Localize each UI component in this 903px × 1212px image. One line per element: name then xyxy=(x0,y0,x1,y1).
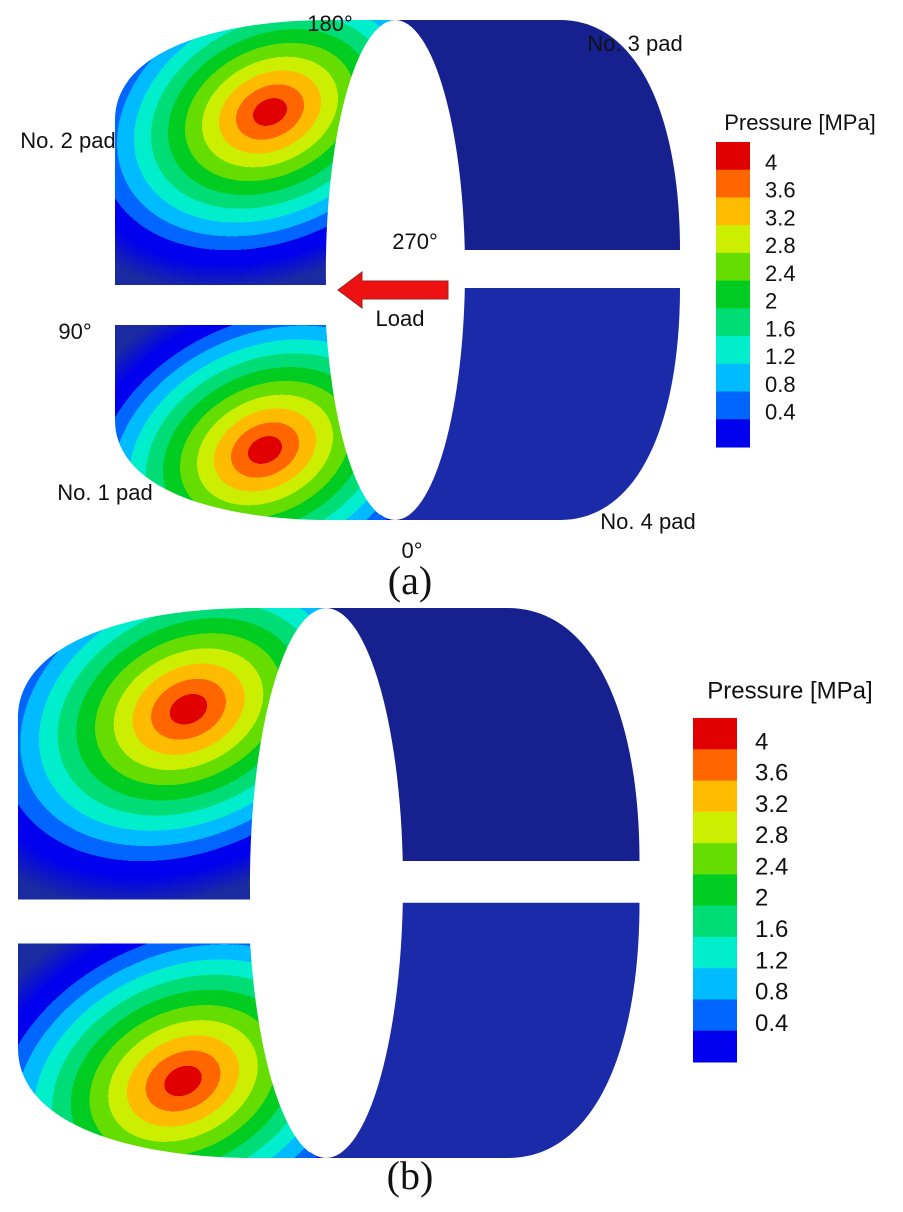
pad-2 xyxy=(115,20,395,285)
legend-swatch xyxy=(693,936,737,969)
legend-label: 1.2 xyxy=(765,344,796,369)
legend-swatch xyxy=(716,419,750,448)
pad-label: No. 2 pad xyxy=(20,128,115,153)
bore xyxy=(325,20,465,520)
legend-swatch xyxy=(693,874,737,907)
angle-label: 270° xyxy=(392,229,438,254)
pad-1 xyxy=(115,325,395,521)
legend-label: 2 xyxy=(765,289,777,314)
legend-swatch xyxy=(716,308,750,337)
legend-swatch xyxy=(716,363,750,393)
pad-label: No. 3 pad xyxy=(587,31,682,56)
legend-swatch xyxy=(693,780,737,813)
legend-label: 3.6 xyxy=(765,178,796,203)
legend-label: 0.4 xyxy=(765,400,796,425)
legend-swatch xyxy=(716,225,750,254)
legend-swatch xyxy=(716,169,750,198)
legend-label: 3.2 xyxy=(765,205,796,230)
legend-label: 0.4 xyxy=(755,1010,788,1037)
load-label: Load xyxy=(376,306,425,331)
legend-title: Pressure [MPa] xyxy=(724,110,876,135)
legend-swatch xyxy=(716,142,750,171)
bearing-pads-b xyxy=(18,608,640,1159)
legend-title: Pressure [MPa] xyxy=(707,677,872,704)
legend-label: 1.6 xyxy=(755,916,788,943)
bearing-pads xyxy=(115,20,680,521)
legend-swatch xyxy=(693,718,737,750)
legend-label: 2.4 xyxy=(765,261,796,286)
legend-label: 2 xyxy=(755,885,768,912)
legend-swatch xyxy=(693,968,737,1000)
pad-label: No. 1 pad xyxy=(57,480,152,505)
caption: (b) xyxy=(387,1153,434,1198)
legend-label: 2.8 xyxy=(755,822,788,849)
angle-label: 90° xyxy=(58,319,91,344)
legend-swatch xyxy=(716,280,750,309)
load-arrow xyxy=(337,271,449,309)
legend-swatch xyxy=(693,843,737,875)
caption: (a) xyxy=(388,558,432,603)
legend-swatch xyxy=(693,905,737,938)
legend-label: 3.6 xyxy=(755,760,788,787)
legend-swatch xyxy=(693,1030,737,1063)
legend-swatch xyxy=(693,811,737,844)
angle-label: 0° xyxy=(401,538,422,563)
legend-swatch xyxy=(716,336,750,365)
legend-label: 0.8 xyxy=(755,979,788,1006)
legend-swatch xyxy=(716,391,750,420)
legend-label: 3.2 xyxy=(755,791,788,818)
legend-label: 2.8 xyxy=(765,233,796,258)
legend-swatch xyxy=(693,999,737,1032)
legend-label: 0.8 xyxy=(765,372,796,397)
legend-swatch xyxy=(716,252,750,282)
legend-swatch xyxy=(693,749,737,782)
legend-swatch xyxy=(716,197,750,226)
pad-label: No. 4 pad xyxy=(600,509,695,534)
legend-label: 1.6 xyxy=(765,316,796,341)
angle-label: 180° xyxy=(307,11,353,36)
legend-label: 4 xyxy=(755,728,768,755)
legend-label: 2.4 xyxy=(755,853,788,880)
legend-label: 4 xyxy=(765,150,777,175)
legend-label: 1.2 xyxy=(755,947,788,974)
